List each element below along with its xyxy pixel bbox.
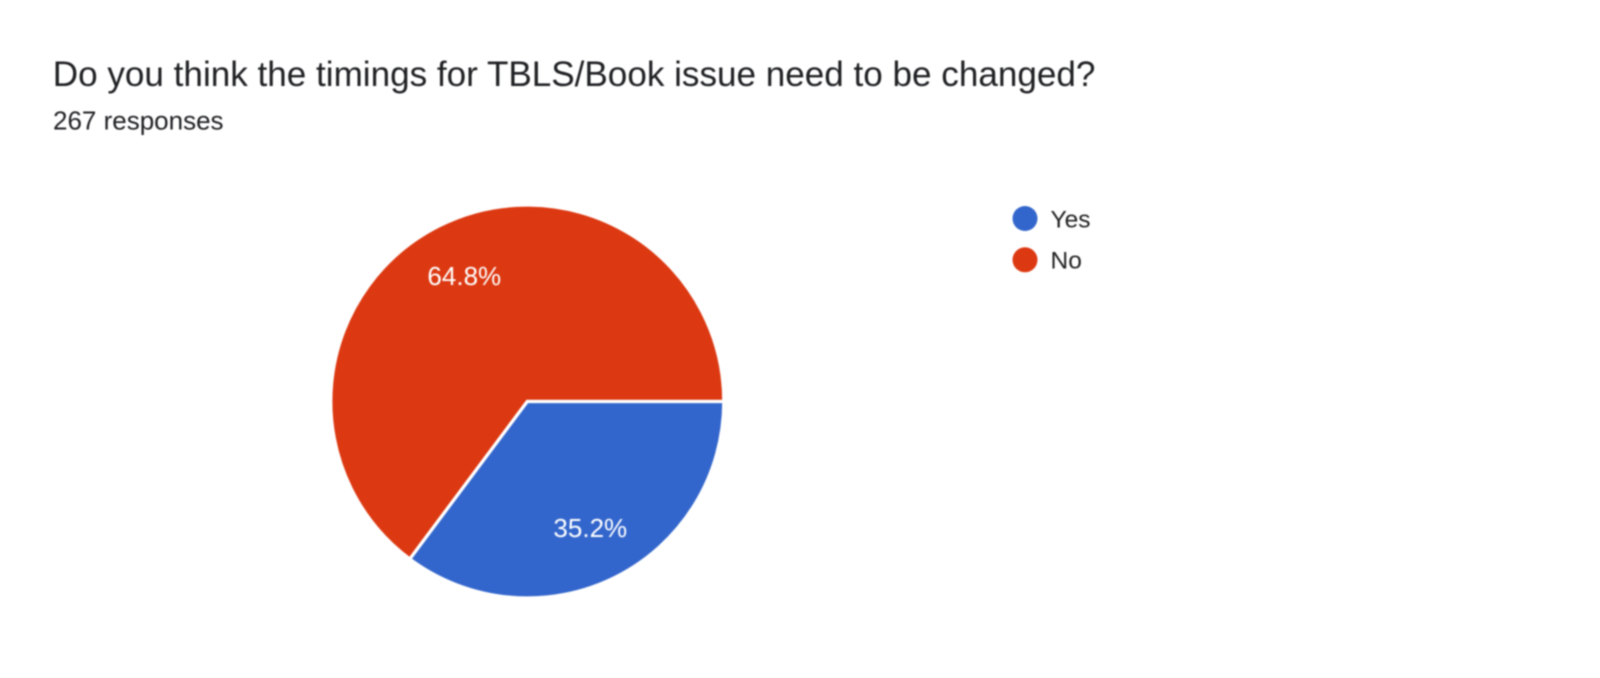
svg-text:Yes: Yes	[1051, 206, 1091, 233]
svg-text:267 responses: 267 responses	[53, 106, 224, 136]
svg-text:35.2%: 35.2%	[553, 513, 627, 543]
svg-text:No: No	[1051, 248, 1082, 275]
svg-text:Do you think the timings for T: Do you think the timings for TBLS/Book i…	[53, 55, 1096, 94]
svg-text:64.8%: 64.8%	[427, 261, 501, 291]
